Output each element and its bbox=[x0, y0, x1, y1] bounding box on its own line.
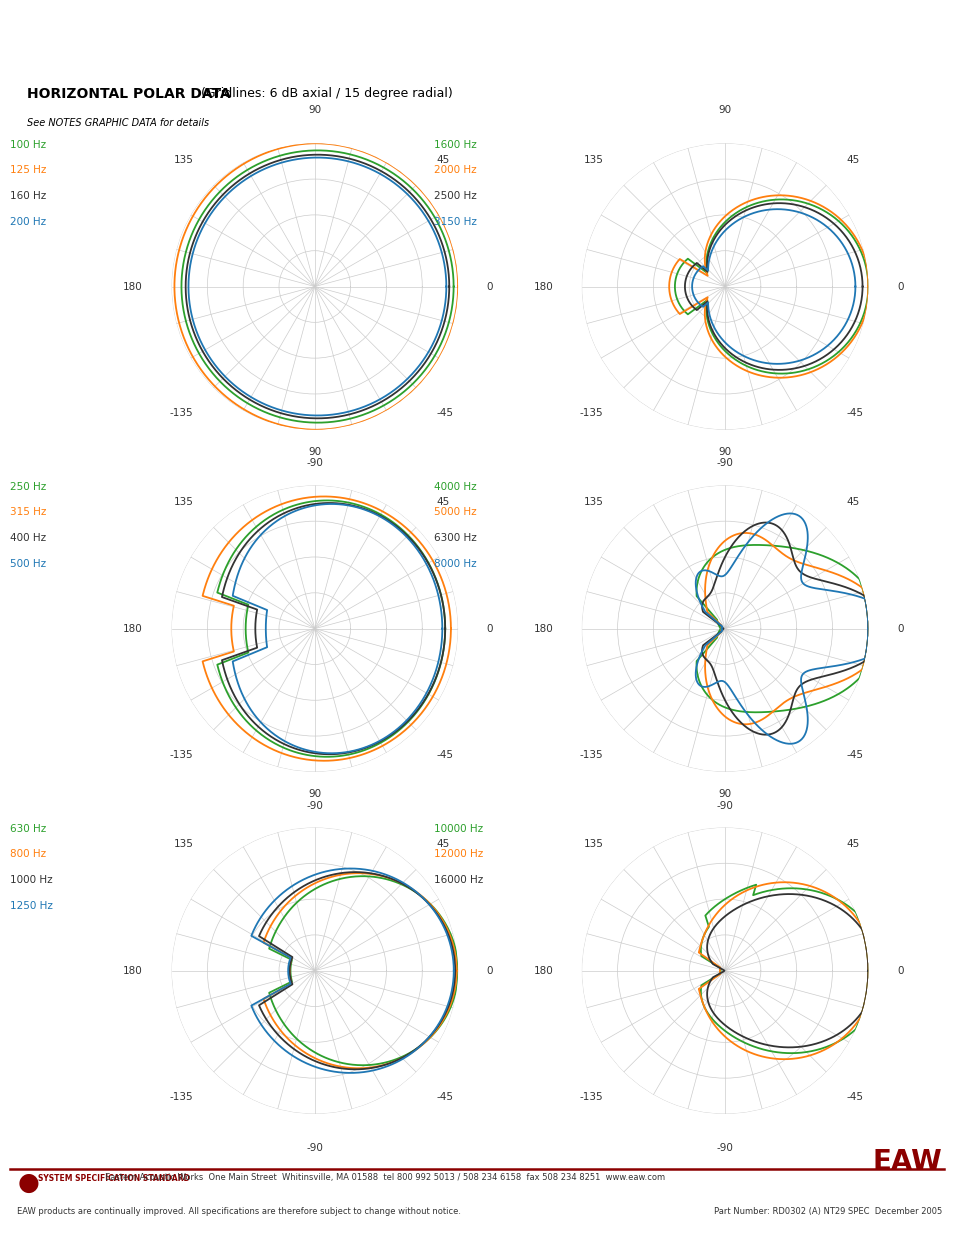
Text: -45: -45 bbox=[436, 750, 453, 761]
Text: 2000 Hz: 2000 Hz bbox=[434, 165, 476, 175]
Text: 90: 90 bbox=[718, 789, 731, 799]
Text: group · J: group · J bbox=[817, 27, 932, 54]
Text: 12000 Hz: 12000 Hz bbox=[434, 850, 483, 860]
Text: 135: 135 bbox=[173, 154, 193, 165]
Text: 135: 135 bbox=[583, 839, 603, 850]
Text: 0: 0 bbox=[896, 966, 902, 976]
Text: 400 Hz: 400 Hz bbox=[10, 534, 46, 543]
Text: EAW products are continually improved. All specifications are therefore subject : EAW products are continually improved. A… bbox=[17, 1207, 460, 1215]
Text: 100 Hz: 100 Hz bbox=[10, 140, 46, 149]
Text: -135: -135 bbox=[170, 1092, 193, 1103]
Text: ●: ● bbox=[17, 1171, 39, 1195]
Text: 630 Hz: 630 Hz bbox=[10, 824, 46, 834]
Text: -90: -90 bbox=[716, 458, 733, 468]
Text: 90: 90 bbox=[308, 789, 321, 799]
Text: 8000 Hz: 8000 Hz bbox=[434, 558, 476, 568]
Text: 135: 135 bbox=[173, 839, 193, 850]
Text: 1000 Hz: 1000 Hz bbox=[10, 876, 52, 885]
Text: 135: 135 bbox=[583, 496, 603, 508]
Text: 250 Hz: 250 Hz bbox=[10, 482, 46, 492]
Text: -90: -90 bbox=[716, 800, 733, 810]
Text: 45: 45 bbox=[845, 839, 859, 850]
Text: -90: -90 bbox=[306, 458, 323, 468]
Text: 45: 45 bbox=[436, 496, 449, 508]
Text: 180: 180 bbox=[123, 282, 143, 291]
Text: (Gridlines: 6 dB axial / 15 degree radial): (Gridlines: 6 dB axial / 15 degree radia… bbox=[196, 88, 452, 100]
Text: -135: -135 bbox=[579, 408, 603, 419]
Text: -135: -135 bbox=[579, 750, 603, 761]
Text: 500 Hz: 500 Hz bbox=[10, 558, 46, 568]
Text: 0: 0 bbox=[486, 624, 493, 634]
Text: 180: 180 bbox=[533, 624, 553, 634]
Text: 135: 135 bbox=[173, 496, 193, 508]
Text: 0: 0 bbox=[486, 282, 493, 291]
Text: 0: 0 bbox=[896, 282, 902, 291]
Text: 1250 Hz: 1250 Hz bbox=[10, 900, 52, 910]
Text: 90: 90 bbox=[718, 105, 731, 115]
Text: 160 Hz: 160 Hz bbox=[10, 191, 46, 201]
Text: 90: 90 bbox=[718, 447, 731, 457]
Text: 45: 45 bbox=[845, 154, 859, 165]
Text: 45: 45 bbox=[845, 496, 859, 508]
Text: -90: -90 bbox=[306, 800, 323, 810]
Text: 180: 180 bbox=[123, 966, 143, 976]
Text: EAW: EAW bbox=[872, 1147, 942, 1176]
Text: -135: -135 bbox=[170, 408, 193, 419]
Text: -45: -45 bbox=[845, 408, 862, 419]
Text: Eastern Acoustic Works  One Main Street  Whitinsville, MA 01588  tel 800 992 501: Eastern Acoustic Works One Main Street W… bbox=[105, 1173, 664, 1182]
Text: -45: -45 bbox=[436, 1092, 453, 1103]
Text: 135: 135 bbox=[583, 154, 603, 165]
Text: SYSTEM SPECIFICATION STANDARD: SYSTEM SPECIFICATION STANDARD bbox=[38, 1173, 190, 1183]
Text: 5000 Hz: 5000 Hz bbox=[434, 508, 476, 517]
Text: N T 2 9   S p e c i f i c a t i o n s: N T 2 9 S p e c i f i c a t i o n s bbox=[21, 30, 488, 52]
Text: HORIZONTAL POLAR DATA: HORIZONTAL POLAR DATA bbox=[27, 86, 231, 100]
Text: 125 Hz: 125 Hz bbox=[10, 165, 46, 175]
Text: 45: 45 bbox=[436, 154, 449, 165]
Text: 45: 45 bbox=[436, 839, 449, 850]
Text: 3150 Hz: 3150 Hz bbox=[434, 216, 476, 226]
Text: 4000 Hz: 4000 Hz bbox=[434, 482, 476, 492]
Text: 1600 Hz: 1600 Hz bbox=[434, 140, 476, 149]
Text: See NOTES GRAPHIC DATA for details: See NOTES GRAPHIC DATA for details bbox=[27, 119, 209, 128]
Text: 0: 0 bbox=[486, 966, 493, 976]
Text: 0: 0 bbox=[896, 624, 902, 634]
Text: 90: 90 bbox=[308, 105, 321, 115]
Text: -45: -45 bbox=[845, 1092, 862, 1103]
Text: 90: 90 bbox=[308, 447, 321, 457]
Text: -135: -135 bbox=[579, 1092, 603, 1103]
Text: 180: 180 bbox=[123, 624, 143, 634]
Text: 180: 180 bbox=[533, 282, 553, 291]
Text: -90: -90 bbox=[306, 1142, 323, 1152]
Text: 800 Hz: 800 Hz bbox=[10, 850, 46, 860]
Text: -45: -45 bbox=[845, 750, 862, 761]
Text: Part Number: RD0302 (A) NT29 SPEC  December 2005: Part Number: RD0302 (A) NT29 SPEC Decemb… bbox=[714, 1207, 942, 1215]
Text: -45: -45 bbox=[436, 408, 453, 419]
Text: 10000 Hz: 10000 Hz bbox=[434, 824, 482, 834]
Text: -135: -135 bbox=[170, 750, 193, 761]
Text: 16000 Hz: 16000 Hz bbox=[434, 876, 483, 885]
Text: 200 Hz: 200 Hz bbox=[10, 216, 46, 226]
Text: 180: 180 bbox=[533, 966, 553, 976]
Text: 6300 Hz: 6300 Hz bbox=[434, 534, 476, 543]
Text: -90: -90 bbox=[716, 1142, 733, 1152]
Text: 315 Hz: 315 Hz bbox=[10, 508, 46, 517]
Text: 2500 Hz: 2500 Hz bbox=[434, 191, 476, 201]
